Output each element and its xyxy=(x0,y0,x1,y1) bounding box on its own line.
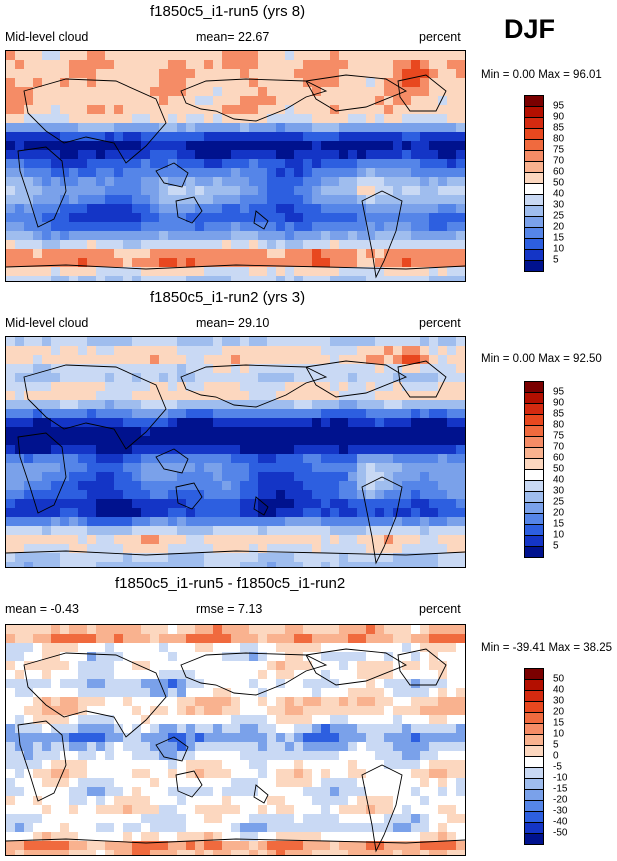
panel3-rmse-label: rmse = 7.13 xyxy=(196,602,263,616)
panel1-colorbar-box xyxy=(524,260,544,272)
panel1-colorbar-tick: 20 xyxy=(553,221,565,233)
panel1-colorbar-tick: 50 xyxy=(553,177,565,189)
panel1-map-plot xyxy=(6,51,465,281)
panel2-colorbar-tick: 80 xyxy=(553,419,565,431)
panel1-colorbar-tick: 75 xyxy=(553,144,565,156)
panel2-mean-label: mean= 29.10 xyxy=(196,316,270,330)
panel3-colorbar-tick: -20 xyxy=(553,794,568,806)
panel3-colorbar-tick: 5 xyxy=(553,739,559,751)
panel3-colorbar-tick: 15 xyxy=(553,717,565,729)
panel2-colorbar-box xyxy=(524,546,544,558)
panel3-map-plot xyxy=(6,625,465,855)
coastlines xyxy=(6,360,465,565)
panel3-colorbar-tick: 30 xyxy=(553,695,565,707)
panel2-colorbar-tick: 75 xyxy=(553,430,565,442)
coastlines xyxy=(6,74,465,279)
panel3-colorbar-tick: 20 xyxy=(553,706,565,718)
panel1-title: f1850c5_i1-run5 (yrs 8) xyxy=(150,3,306,20)
panel2-colorbar-tick: 60 xyxy=(553,452,565,464)
panel1-colorbar-tick: 5 xyxy=(553,254,559,266)
contour-fill xyxy=(6,51,465,281)
panel3-colorbar-tick: 40 xyxy=(553,684,565,696)
panel1-colorbar-tick: 95 xyxy=(553,100,565,112)
panel2-colorbar-tick: 25 xyxy=(553,496,565,508)
panel2-colorbar-tick: 30 xyxy=(553,485,565,497)
panel1-map xyxy=(5,50,466,282)
panel3-colorbar-tick: 50 xyxy=(553,673,565,685)
panel2-colorbar-tick: 50 xyxy=(553,463,565,475)
panel3-mean-label: mean = -0.43 xyxy=(5,602,80,616)
panel1-colorbar-tick: 40 xyxy=(553,188,565,200)
panel2-variable-label: Mid-level cloud xyxy=(5,316,89,330)
panel1-colorbar-tick: 70 xyxy=(553,155,565,167)
panel2-colorbar-tick: 5 xyxy=(553,540,559,552)
contour-fill xyxy=(6,625,465,855)
panel2-units-label: percent xyxy=(419,316,461,330)
panel2-colorbar-tick: 40 xyxy=(553,474,565,486)
panel3-colorbar-box xyxy=(524,833,544,845)
panel2-map xyxy=(5,336,466,568)
panel1-units-label: percent xyxy=(419,30,461,44)
panel1-colorbar-tick: 10 xyxy=(553,243,565,255)
season-label: DJF xyxy=(504,14,556,44)
panel2-colorbar-tick: 95 xyxy=(553,386,565,398)
panel3-colorbar-tick: -50 xyxy=(553,827,568,839)
coastlines xyxy=(6,648,465,853)
panel2-colorbar-tick: 90 xyxy=(553,397,565,409)
panel1-colorbar-tick: 60 xyxy=(553,166,565,178)
panel1-variable-label: Mid-level cloud xyxy=(5,30,89,44)
panel2-colorbar-tick: 15 xyxy=(553,518,565,530)
panel3-colorbar-tick: 10 xyxy=(553,728,565,740)
panel2-map-plot xyxy=(6,337,465,567)
panel3-units-label: percent xyxy=(419,602,461,616)
panel3-colorbar-tick: -5 xyxy=(553,761,562,773)
panel3-map xyxy=(5,624,466,856)
panel2-colorbar-tick: 85 xyxy=(553,408,565,420)
panel1-colorbar-tick: 85 xyxy=(553,122,565,134)
panel3-colorbar-tick: -30 xyxy=(553,805,568,817)
panel1-minmax: Min = 0.00 Max = 96.01 xyxy=(481,69,602,81)
panel3-colorbar-tick: -15 xyxy=(553,783,568,795)
panel1-colorbar-tick: 15 xyxy=(553,232,565,244)
panel1-mean-label: mean= 22.67 xyxy=(196,30,270,44)
panel2-colorbar-tick: 10 xyxy=(553,529,565,541)
panel3-title: f1850c5_i1-run5 - f1850c5_i1-run2 xyxy=(115,575,346,592)
panel3-minmax: Min = -39.41 Max = 38.25 xyxy=(481,642,613,654)
panel3-colorbar-tick: -10 xyxy=(553,772,568,784)
panel2-minmax: Min = 0.00 Max = 92.50 xyxy=(481,353,602,365)
panel3-colorbar-tick: 0 xyxy=(553,750,559,762)
panel2-colorbar-tick: 70 xyxy=(553,441,565,453)
panel1-colorbar-tick: 30 xyxy=(553,199,565,211)
panel2-title: f1850c5_i1-run2 (yrs 3) xyxy=(150,289,306,306)
panel3-colorbar-tick: -40 xyxy=(553,816,568,828)
panel1-colorbar-tick: 90 xyxy=(553,111,565,123)
panel2-colorbar-tick: 20 xyxy=(553,507,565,519)
contour-fill xyxy=(6,337,465,567)
panel1-colorbar-tick: 25 xyxy=(553,210,565,222)
panel1-colorbar-tick: 80 xyxy=(553,133,565,145)
